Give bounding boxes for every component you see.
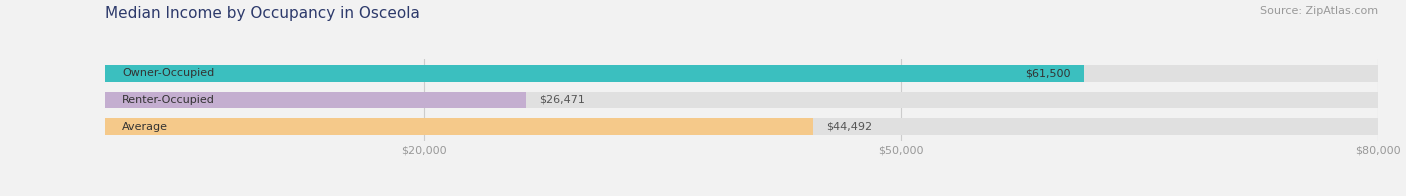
Text: Average: Average [122, 122, 167, 132]
Bar [105, 65, 1084, 82]
Text: $26,471: $26,471 [540, 95, 585, 105]
Text: $61,500: $61,500 [1025, 68, 1071, 78]
Bar [105, 65, 1378, 82]
Text: Median Income by Occupancy in Osceola: Median Income by Occupancy in Osceola [105, 6, 420, 21]
Text: Owner-Occupied: Owner-Occupied [122, 68, 214, 78]
Text: Source: ZipAtlas.com: Source: ZipAtlas.com [1260, 6, 1378, 16]
Bar [105, 92, 1378, 108]
Bar [105, 92, 526, 108]
Text: Renter-Occupied: Renter-Occupied [122, 95, 215, 105]
Bar [105, 118, 1378, 135]
Bar [105, 118, 813, 135]
Text: $44,492: $44,492 [825, 122, 872, 132]
